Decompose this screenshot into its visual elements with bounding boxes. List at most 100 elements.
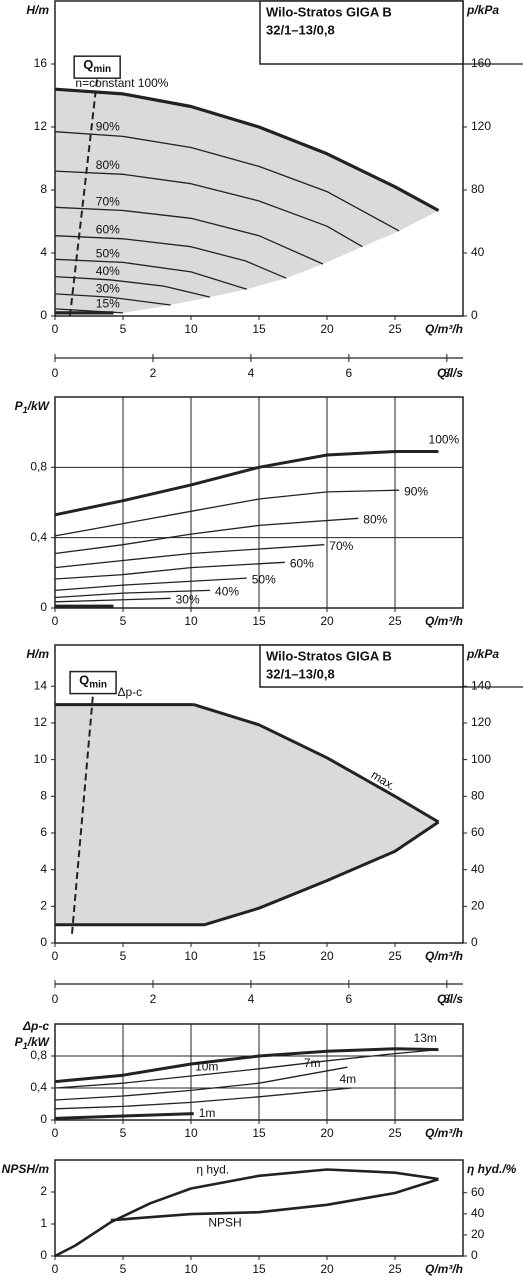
y-tick-label: 10 (34, 752, 48, 766)
x-axis-label: Q/m³/h (425, 614, 463, 628)
y2-tick-label: 0 (471, 308, 478, 322)
y2-tick-label: 120 (471, 119, 491, 133)
chart-subtitle: 32/1–13/0,8 (266, 22, 335, 37)
x-axis-label: Q/m³/h (425, 1262, 463, 1276)
x-tick-label: 10 (184, 1262, 198, 1276)
y2-tick-label: 60 (471, 1185, 485, 1199)
curve-label: 60% (290, 556, 314, 570)
y2-axis-label: η hyd./% (467, 1162, 517, 1176)
y2-tick-label: 40 (471, 862, 485, 876)
y2-tick-label: 160 (471, 56, 491, 70)
y-tick-label: 0 (40, 1248, 47, 1262)
x-tick-label: 0 (52, 322, 59, 336)
y-tick-label: 0,4 (30, 530, 47, 544)
curve (54, 87, 440, 212)
y2-tick-label: 20 (471, 898, 485, 912)
curve (54, 1112, 194, 1120)
y-tick-label: 4 (40, 245, 47, 259)
curve (54, 561, 285, 580)
y2-axis-label: p/kPa (466, 3, 499, 17)
qmin-line (71, 693, 95, 934)
x-tick-label: 10 (184, 322, 198, 336)
plot-frame (54, 0, 464, 317)
curve-label: 60% (96, 223, 120, 237)
curve (54, 275, 211, 298)
chart-subtitle: 32/1–13/0,8 (266, 666, 335, 681)
y-axis-label: P1/kW (15, 399, 51, 415)
curve (54, 235, 287, 279)
y2-tick-label: 20 (471, 1227, 485, 1241)
y2-tick-label: 40 (471, 245, 485, 259)
curve-label: 50% (96, 246, 120, 260)
curve (193, 703, 440, 824)
curve (54, 450, 439, 517)
x-tick-label: 20 (320, 1126, 334, 1140)
y2-tick-label: 80 (471, 182, 485, 196)
curve-label: 70% (96, 194, 120, 208)
x2-tick-label: 4 (248, 992, 255, 1006)
label-main: P (15, 399, 24, 413)
x-tick-label: 10 (184, 614, 198, 628)
qmin-main: Q (83, 58, 93, 73)
y2-tick-label: 40 (471, 1206, 485, 1220)
x-tick-label: 5 (120, 322, 127, 336)
x-tick-label: 0 (52, 1262, 59, 1276)
label-main: P (15, 1035, 24, 1049)
curve (54, 1087, 352, 1110)
curve (54, 1066, 348, 1101)
x-tick-label: 15 (252, 949, 266, 963)
y-tick-label: 0,8 (30, 1048, 47, 1062)
curve-label: Δp-c (117, 685, 142, 699)
curve-label: 7m (304, 1056, 321, 1070)
curve (54, 1048, 439, 1089)
curve (54, 131, 400, 232)
y2-tick-label: 120 (471, 715, 491, 729)
curve (54, 206, 324, 265)
y-tick-label: 0,8 (30, 460, 47, 474)
curve (54, 489, 400, 537)
label-sub: 1 (23, 1041, 28, 1051)
y-axis-note: Δp-c (22, 1019, 49, 1033)
curve (54, 1168, 439, 1258)
y2-axis-label: p/kPa (466, 647, 499, 661)
curve (54, 577, 247, 592)
curve-label: 40% (215, 585, 239, 599)
y2-tick-label: 0 (471, 935, 478, 949)
y-axis-label: NPSH/m (2, 1162, 50, 1176)
y-tick-label: 0 (40, 600, 47, 614)
x2-tick-label: 4 (248, 366, 255, 380)
y-axis-label: H/m (26, 647, 49, 661)
title-box (259, 0, 464, 65)
x-tick-label: 20 (320, 1262, 334, 1276)
y-tick-label: 12 (34, 119, 48, 133)
curve-label: 80% (96, 158, 120, 172)
x-tick-label: 10 (184, 949, 198, 963)
x-tick-label: 20 (320, 949, 334, 963)
curve (54, 517, 359, 555)
curve-label: 1m (199, 1106, 216, 1120)
plot-frame (54, 396, 464, 609)
curve-label: η hyd. (196, 1163, 229, 1177)
x2-tick-label: 8 (443, 992, 450, 1006)
x-tick-label: 5 (120, 949, 127, 963)
x-tick-label: 15 (252, 1262, 266, 1276)
x-tick-label: 5 (120, 614, 127, 628)
y-tick-label: 1 (40, 1216, 47, 1230)
y-axis-label: H/m (26, 3, 49, 17)
y-tick-label: 0 (40, 1112, 47, 1126)
curve (54, 544, 325, 569)
curve (54, 293, 171, 306)
curve (54, 589, 211, 599)
curve-label: 13m (414, 1031, 437, 1045)
x-axis-label: Q/m³/h (425, 322, 463, 336)
x-tick-label: 15 (252, 1126, 266, 1140)
qmin-label: Qmin (83, 58, 111, 75)
plot-frame (54, 1023, 464, 1121)
curve-label: 40% (96, 264, 120, 278)
y-tick-label: 8 (40, 788, 47, 802)
x2-tick-label: 0 (52, 366, 59, 380)
curve-label: 90% (96, 120, 120, 134)
y-tick-label: 0,4 (30, 1080, 47, 1094)
